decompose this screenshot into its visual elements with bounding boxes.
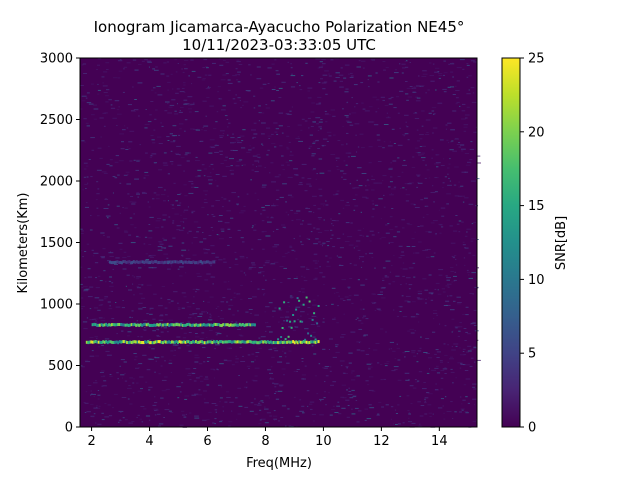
colorbar-label: SNR[dB] [554, 216, 569, 270]
colorbar-tick-label: 0 [528, 421, 536, 436]
x-tick-label: 12 [373, 434, 390, 449]
x-tick-label: 8 [261, 434, 269, 449]
y-tick-label: 2000 [40, 175, 73, 190]
x-axis: 2 4 6 8 10 12 14 [87, 427, 448, 449]
y-axis: 0 500 1000 1500 2000 2500 3000 [40, 52, 80, 436]
chart-title-line2: 10/11/2023-03:33:05 UTC [182, 36, 376, 54]
plot-area [80, 58, 481, 428]
y-tick-label: 0 [65, 421, 73, 436]
x-tick-label: 10 [315, 434, 332, 449]
trace-spread-echoes [277, 296, 320, 341]
chart-title: Ionogram Jicamarca-Ayacucho Polarization… [94, 18, 465, 54]
y-tick-label: 1000 [40, 298, 73, 313]
trace-multi-hop [109, 260, 216, 265]
x-tick-label: 4 [145, 434, 153, 449]
colorbar-tick-label: 20 [528, 125, 545, 140]
y-tick-label: 500 [48, 359, 73, 374]
colorbar-tick-label: 5 [528, 347, 536, 362]
y-tick-label: 3000 [40, 52, 73, 67]
colorbar: 0 5 10 15 20 25 [501, 52, 545, 436]
x-tick-label: 2 [87, 434, 95, 449]
trace-o-trace-low [85, 340, 320, 345]
trace-o-trace-high [91, 322, 256, 327]
colorbar-tick-label: 25 [528, 52, 545, 67]
colorbar-tick-label: 15 [528, 199, 545, 214]
colorbar-gradient [501, 57, 521, 428]
colorbar-tick-label: 10 [528, 273, 545, 288]
noise-speckle [80, 58, 481, 428]
y-axis-label: Kilometers(Km) [16, 193, 31, 294]
x-tick-label: 6 [203, 434, 211, 449]
x-tick-label: 14 [431, 434, 448, 449]
y-tick-label: 2500 [40, 113, 73, 128]
y-tick-label: 1500 [40, 236, 73, 251]
x-axis-label: Freq(MHz) [246, 456, 312, 471]
chart-title-line1: Ionogram Jicamarca-Ayacucho Polarization… [94, 18, 465, 36]
plot-background [80, 58, 477, 427]
